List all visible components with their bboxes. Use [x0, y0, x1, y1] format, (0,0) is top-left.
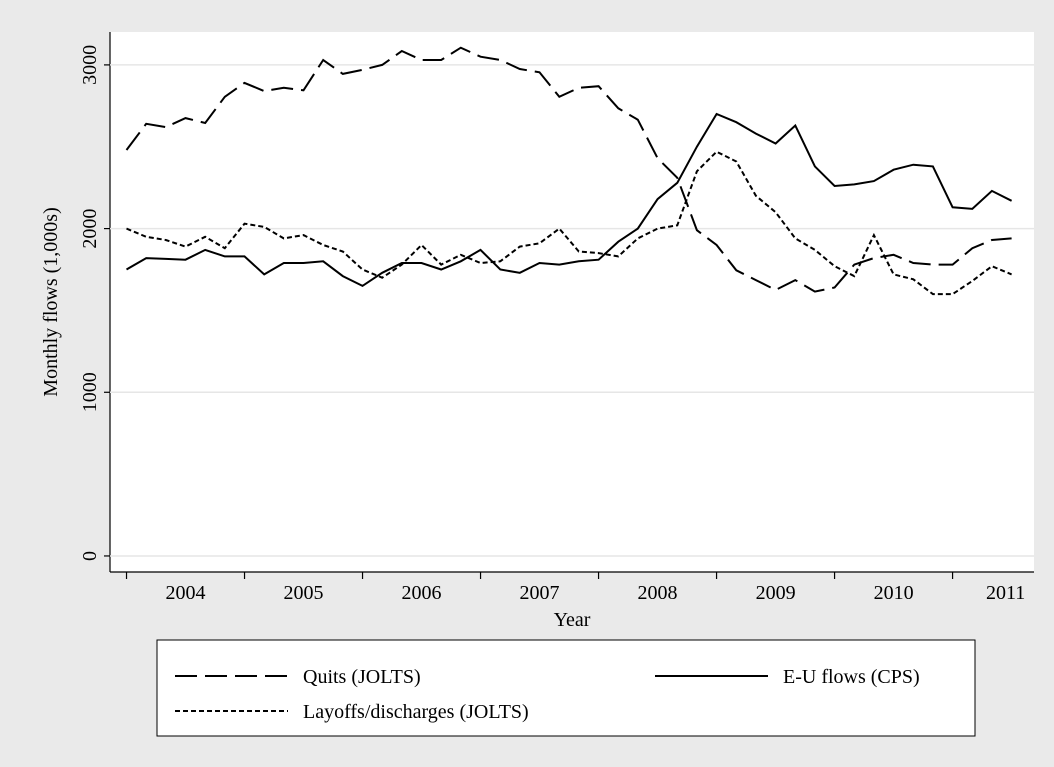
x-tick-label: 2004 — [166, 582, 206, 604]
y-tick-label: 3000 — [79, 45, 101, 85]
legend-label: E-U flows (CPS) — [783, 666, 920, 688]
plot-area — [110, 32, 1034, 572]
y-tick-label: 0 — [79, 551, 101, 561]
x-tick-label: 2009 — [756, 582, 796, 604]
x-tick-label: 2011 — [986, 582, 1025, 604]
legend-label: Layoffs/discharges (JOLTS) — [303, 701, 529, 723]
x-tick-label: 2005 — [284, 582, 324, 604]
legend-label: Quits (JOLTS) — [303, 666, 421, 688]
x-tick-label: 2007 — [520, 582, 560, 604]
series-line — [125, 46, 1012, 293]
y-tick-label: 2000 — [79, 209, 101, 249]
x-tick-label: 2010 — [874, 582, 914, 604]
series-line — [125, 112, 1013, 288]
x-tick-label: 2006 — [402, 582, 442, 604]
series-line — [126, 150, 1012, 296]
legend — [156, 639, 976, 737]
x-axis-title: Year — [554, 609, 591, 631]
y-tick-label: 1000 — [79, 372, 101, 412]
x-tick-label: 2008 — [638, 582, 678, 604]
y-axis-title: Monthly flows (1,000s) — [40, 207, 62, 396]
